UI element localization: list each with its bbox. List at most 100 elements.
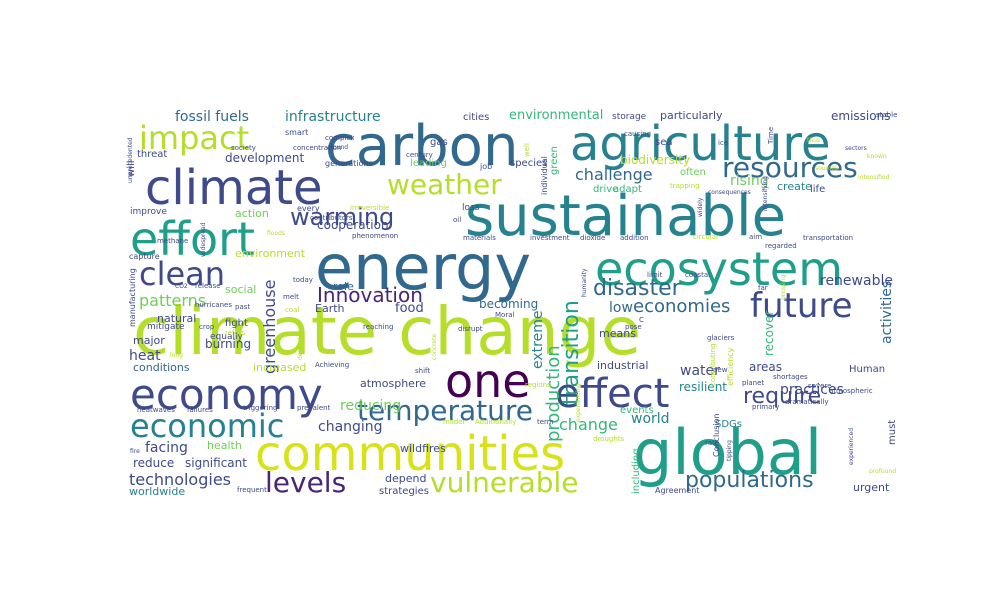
word-heat: heat xyxy=(129,348,161,364)
word-heatwaves: heatwaves xyxy=(137,406,175,414)
word-cooperation: cooperation xyxy=(317,218,389,232)
word-impact: impact xyxy=(139,119,249,157)
word-tipping: tipping xyxy=(726,440,733,461)
word-hurricanes: hurricanes xyxy=(195,301,232,309)
word-additionally: Additionally xyxy=(475,418,516,426)
word-widely: widely xyxy=(697,197,704,217)
word-dependence: dependence xyxy=(297,323,304,360)
word-gas: gas xyxy=(430,137,448,148)
word-floods: floods xyxy=(267,230,285,237)
word-activities: activities xyxy=(879,281,895,344)
word-food: food xyxy=(395,301,424,316)
word-must: must xyxy=(887,420,898,445)
word-century: century xyxy=(406,151,433,159)
word-widespread: widespread xyxy=(200,222,207,257)
word-time: Time xyxy=(767,127,775,145)
word-often: often xyxy=(680,167,706,178)
word-patterns: patterns xyxy=(139,291,206,310)
word-communities: communities xyxy=(255,426,565,482)
word-frequent: frequent xyxy=(237,486,267,494)
word-ice: ice xyxy=(718,139,728,147)
word-atmospheric: atmospheric xyxy=(829,387,873,395)
word-natural: natural xyxy=(157,312,196,325)
word-loss: loss xyxy=(462,203,480,213)
word-levels: levels xyxy=(265,466,346,497)
word-oil: oil xyxy=(453,216,461,224)
word-materials: materials xyxy=(463,234,496,242)
word-reduce: reduce xyxy=(133,456,174,470)
word-burning: burning xyxy=(205,337,251,351)
word-job: job xyxy=(479,162,492,171)
word-concentration: concentration xyxy=(293,144,341,152)
word-conclusion: Conclusion xyxy=(712,413,721,457)
word-agriculture: agriculture xyxy=(570,116,831,172)
word-major: major xyxy=(133,334,165,347)
word-capture: capture xyxy=(129,252,160,261)
word-consequences: consequences xyxy=(708,189,751,196)
word-rising: rising xyxy=(730,173,769,189)
word-one: one xyxy=(445,354,531,408)
word-past: past xyxy=(235,303,250,311)
word-cloud-canvas: climate changeenergysustainableagricultu… xyxy=(126,108,898,497)
word-generations: generations xyxy=(325,159,373,168)
word-adapt: adapt xyxy=(613,184,642,195)
word-pose: pose xyxy=(625,323,642,331)
word-warming: warming xyxy=(290,203,394,231)
word-strategies: strategies xyxy=(379,486,429,497)
word-green: green xyxy=(549,146,560,175)
word-resources: resources xyxy=(722,151,858,184)
word-smart: smart xyxy=(285,128,308,137)
word-fire: fire xyxy=(130,448,140,455)
word-individual: individual xyxy=(540,156,549,195)
word-droughts: droughts xyxy=(593,435,625,443)
word-practices: practices xyxy=(780,382,844,398)
word-experiencing: experiencing xyxy=(575,383,582,422)
word-dioxide: dioxide xyxy=(580,234,605,242)
word-c: C xyxy=(639,316,644,324)
word-leading: leading xyxy=(410,158,447,169)
word-prevalent: prevalent xyxy=(297,404,331,412)
word-populations: populations xyxy=(685,468,814,493)
word-irreversible: irreversible xyxy=(350,204,389,212)
word-fossil-fuels: fossil fuels xyxy=(175,109,249,125)
word-economic: economic xyxy=(130,407,284,445)
word-sources: sources xyxy=(815,165,838,172)
word-investment: investment xyxy=(530,234,570,242)
word-require: require xyxy=(743,384,821,409)
word-crop: crop xyxy=(199,323,215,331)
word-dramatically: dramatically xyxy=(785,398,829,406)
word-coal: coal xyxy=(285,306,299,314)
word-known: known xyxy=(867,153,887,160)
word-environment: environment xyxy=(235,247,306,260)
word-climate: climate xyxy=(145,160,323,216)
word-water: water xyxy=(680,363,720,379)
word-extreme: extreme xyxy=(530,311,546,369)
word-melt: melt xyxy=(283,293,299,301)
word-changing: changing xyxy=(318,419,383,435)
word-planet: planet xyxy=(742,379,764,387)
word-around: around xyxy=(327,144,348,151)
word-phenomenon: phenomenon xyxy=(352,232,398,240)
word-equally: equally xyxy=(210,332,243,342)
word-intensified: intensified xyxy=(858,174,890,181)
word-well: well xyxy=(523,143,531,157)
word-cloud: climate change energy sustainable agricultu… xyxy=(125,107,901,497)
word-disrupt: disrupt xyxy=(458,325,483,333)
word-earth: Earth xyxy=(315,302,345,315)
word-co2: CO2 xyxy=(175,283,188,290)
word-sea: sea xyxy=(655,137,673,148)
word-greenhouse: greenhouse xyxy=(260,280,279,374)
word-species: species xyxy=(510,158,547,169)
word-atmosphere: atmosphere xyxy=(360,377,426,390)
word-clean: clean xyxy=(139,255,225,293)
word-wildfires: wildfires xyxy=(400,442,446,455)
word-facing: facing xyxy=(145,440,188,456)
word-every: every xyxy=(297,204,320,213)
word-causing: causing xyxy=(624,130,651,138)
word-mitigate: mitigate xyxy=(147,322,185,332)
word-shortages: shortages xyxy=(773,373,808,381)
word-challenge: challenge xyxy=(575,165,653,184)
word-becoming: becoming xyxy=(479,297,538,311)
word-glaciers: glaciers xyxy=(707,334,735,342)
word-transition: transition xyxy=(559,300,584,405)
